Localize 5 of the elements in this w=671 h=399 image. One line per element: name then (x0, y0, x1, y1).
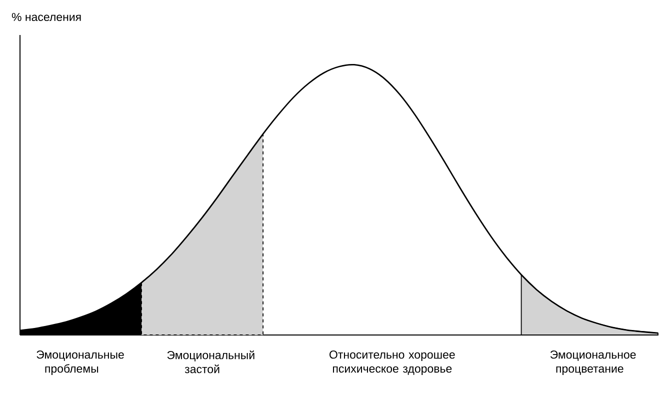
y-axis-title: % населения (12, 12, 81, 22)
text: Эмоциональные проблемы (36, 350, 124, 375)
text: Эмоциональное процветание (550, 350, 636, 375)
text: Относительно хорошее психическое здоровье (330, 350, 455, 375)
text: Эмоциональный застой (167, 350, 254, 374)
